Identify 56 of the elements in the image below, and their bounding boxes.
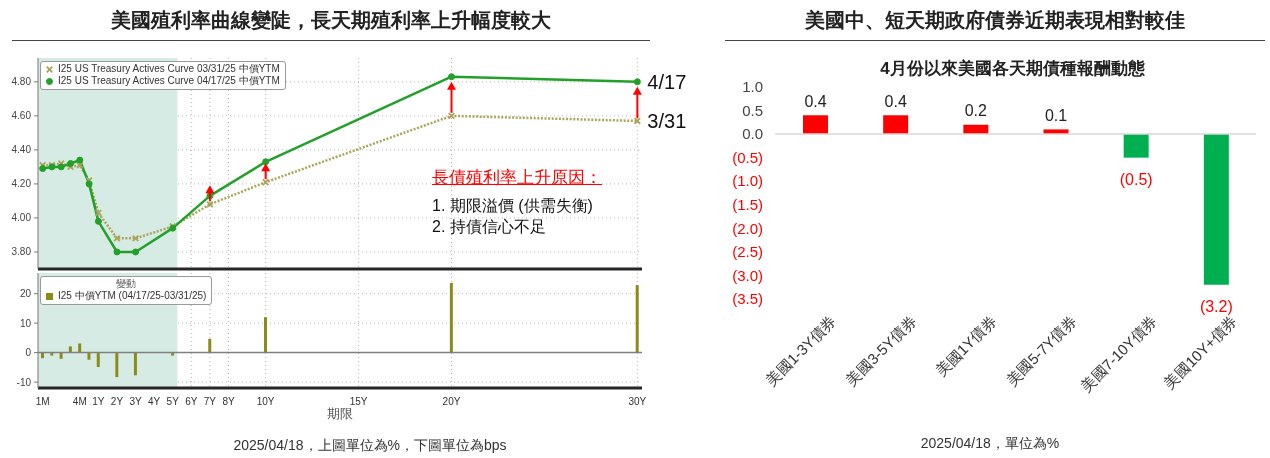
y-tick-label: -10 xyxy=(16,376,32,388)
x-tick-label: 7Y xyxy=(203,396,217,408)
annotation: 2. 持債信心不足 xyxy=(432,217,547,237)
y-tick-label: (3.0) xyxy=(732,266,763,284)
y-tick-label: 3.80 xyxy=(11,246,32,258)
y-tick-label: 1.0 xyxy=(742,78,763,96)
y-tick-label: (3.5) xyxy=(732,290,763,308)
x-tick-label: 6Y xyxy=(185,396,198,408)
chart-subtitle: 4月份以來美國各天期債種報酬動態 xyxy=(880,59,1145,78)
annotation: 長債殖利率上升原因： xyxy=(432,167,602,189)
data-label: 0.4 xyxy=(804,92,827,110)
data-label: 0.2 xyxy=(964,102,988,120)
chart-title: 美國中、短天期政府債券近期表現相對較佳 xyxy=(804,8,1186,33)
y-tick-label: (1.5) xyxy=(732,196,763,214)
data-label: (3.2) xyxy=(1199,298,1233,316)
x-tick-label: 10Y xyxy=(256,396,275,408)
y-tick-label: 0.5 xyxy=(742,101,763,119)
legend-label: I25 中價YTM (04/17/25-03/31/25) xyxy=(58,290,207,302)
y-tick-label: 10 xyxy=(19,317,32,329)
y-tick-label: (2.5) xyxy=(732,243,763,261)
x-tick-label: 15Y xyxy=(349,396,368,408)
x-tick-label: 8Y xyxy=(222,396,235,408)
text: 2025/04/18，上圖單位為%，下圖單位為bps xyxy=(232,436,508,454)
y-tick-label: (0.5) xyxy=(732,148,763,166)
annotation: 1. 期限溢價 (供需失衡) xyxy=(432,196,594,216)
y-tick-label: 4.60 xyxy=(11,110,32,122)
x-tick-label: 30Y xyxy=(628,396,647,408)
y-tick-label: 4.80 xyxy=(11,76,32,88)
data-label: 0.4 xyxy=(884,92,907,110)
data-label: 0.1 xyxy=(1044,107,1068,124)
data-label: (0.5) xyxy=(1119,171,1153,189)
chart-title: 美國殖利率曲線變陡，長天期殖利率上升幅度較大 xyxy=(110,8,552,33)
text: 2025/04/18，單位為% xyxy=(919,434,1061,452)
x-tick-label: 5Y xyxy=(166,396,180,408)
x-tick-label: 2Y xyxy=(110,396,124,408)
legend-label: I25 US Treasury Actives Curve 03/31/25 中價YTM xyxy=(58,63,280,75)
y-tick-label: 20 xyxy=(19,288,32,300)
y-tick-label: 4.40 xyxy=(11,144,32,156)
annotation: 4/17 xyxy=(647,70,687,93)
x-axis-title: 期限 xyxy=(327,406,353,421)
y-tick-label: 0.0 xyxy=(742,125,763,143)
legend-title: 變動 xyxy=(114,278,137,290)
y-tick-label: (1.0) xyxy=(732,172,763,190)
legend-label: I25 US Treasury Actives Curve 04/17/25 中價YTM xyxy=(58,75,280,87)
x-tick-label: 4M xyxy=(72,396,87,408)
x-tick-label: 20Y xyxy=(442,396,461,408)
x-tick-label: 4Y xyxy=(148,396,161,408)
x-tick-label: 3Y xyxy=(129,396,143,408)
x-tick-label: 1Y xyxy=(92,396,105,408)
y-tick-label: 0 xyxy=(25,347,32,359)
y-tick-label: 4.00 xyxy=(11,212,32,224)
y-tick-label: 4.20 xyxy=(11,178,32,190)
annotation: 3/31 xyxy=(647,109,687,132)
x-tick-label: 美國1Y債券 xyxy=(932,312,1000,380)
x-tick-label: 1M xyxy=(35,396,50,408)
y-tick-label: (2.0) xyxy=(732,219,763,237)
